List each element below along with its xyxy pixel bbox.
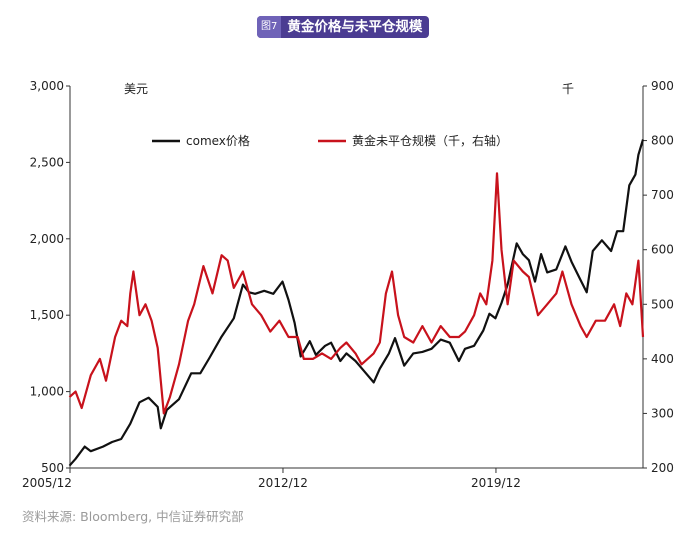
legend-label: comex价格 — [186, 133, 250, 148]
x-tick-label: 2019/12 — [471, 476, 521, 490]
series-layer — [68, 139, 645, 467]
left-axis-unit: 美元 — [124, 82, 148, 96]
source-note: 资料来源: Bloomberg, 中信证券研究部 — [22, 509, 244, 524]
right-tick-label: 400 — [651, 352, 674, 366]
left-tick-label: 1,500 — [30, 308, 64, 322]
series-line-open-interest — [68, 172, 645, 415]
right-tick-label: 300 — [651, 406, 674, 420]
left-tick-label: 3,000 — [30, 79, 64, 93]
legend-label: 黄金未平仓规模（千，右轴） — [352, 133, 508, 148]
right-tick-label: 200 — [651, 461, 674, 475]
x-tick-label: 2005/12 — [22, 476, 72, 490]
figure-number: 图7 — [257, 16, 282, 38]
left-tick-label: 2,500 — [30, 155, 64, 169]
left-tick-label: 500 — [41, 461, 64, 475]
series-line-comex-price — [68, 139, 645, 467]
right-tick-label: 600 — [651, 243, 674, 257]
right-tick-label: 800 — [651, 134, 674, 148]
right-tick-label: 700 — [651, 188, 674, 202]
figure-title: 黄金价格与未平仓规模 — [287, 19, 423, 35]
left-tick-label: 1,000 — [30, 385, 64, 399]
axes: 500 1,000 1,500 2,000 2,500 3,000 200 300 400 500… — [22, 79, 674, 490]
right-tick-label: 900 — [651, 79, 674, 93]
figure-title-badge: 图7 黄金价格与未平仓规模 — [257, 16, 430, 38]
right-tick-label: 500 — [651, 297, 674, 311]
legend: comex价格 黄金未平仓规模（千，右轴） — [152, 133, 508, 148]
left-tick-label: 2,000 — [30, 232, 64, 246]
right-axis-unit: 千 — [562, 82, 574, 96]
x-tick-label: 2012/12 — [258, 476, 308, 490]
